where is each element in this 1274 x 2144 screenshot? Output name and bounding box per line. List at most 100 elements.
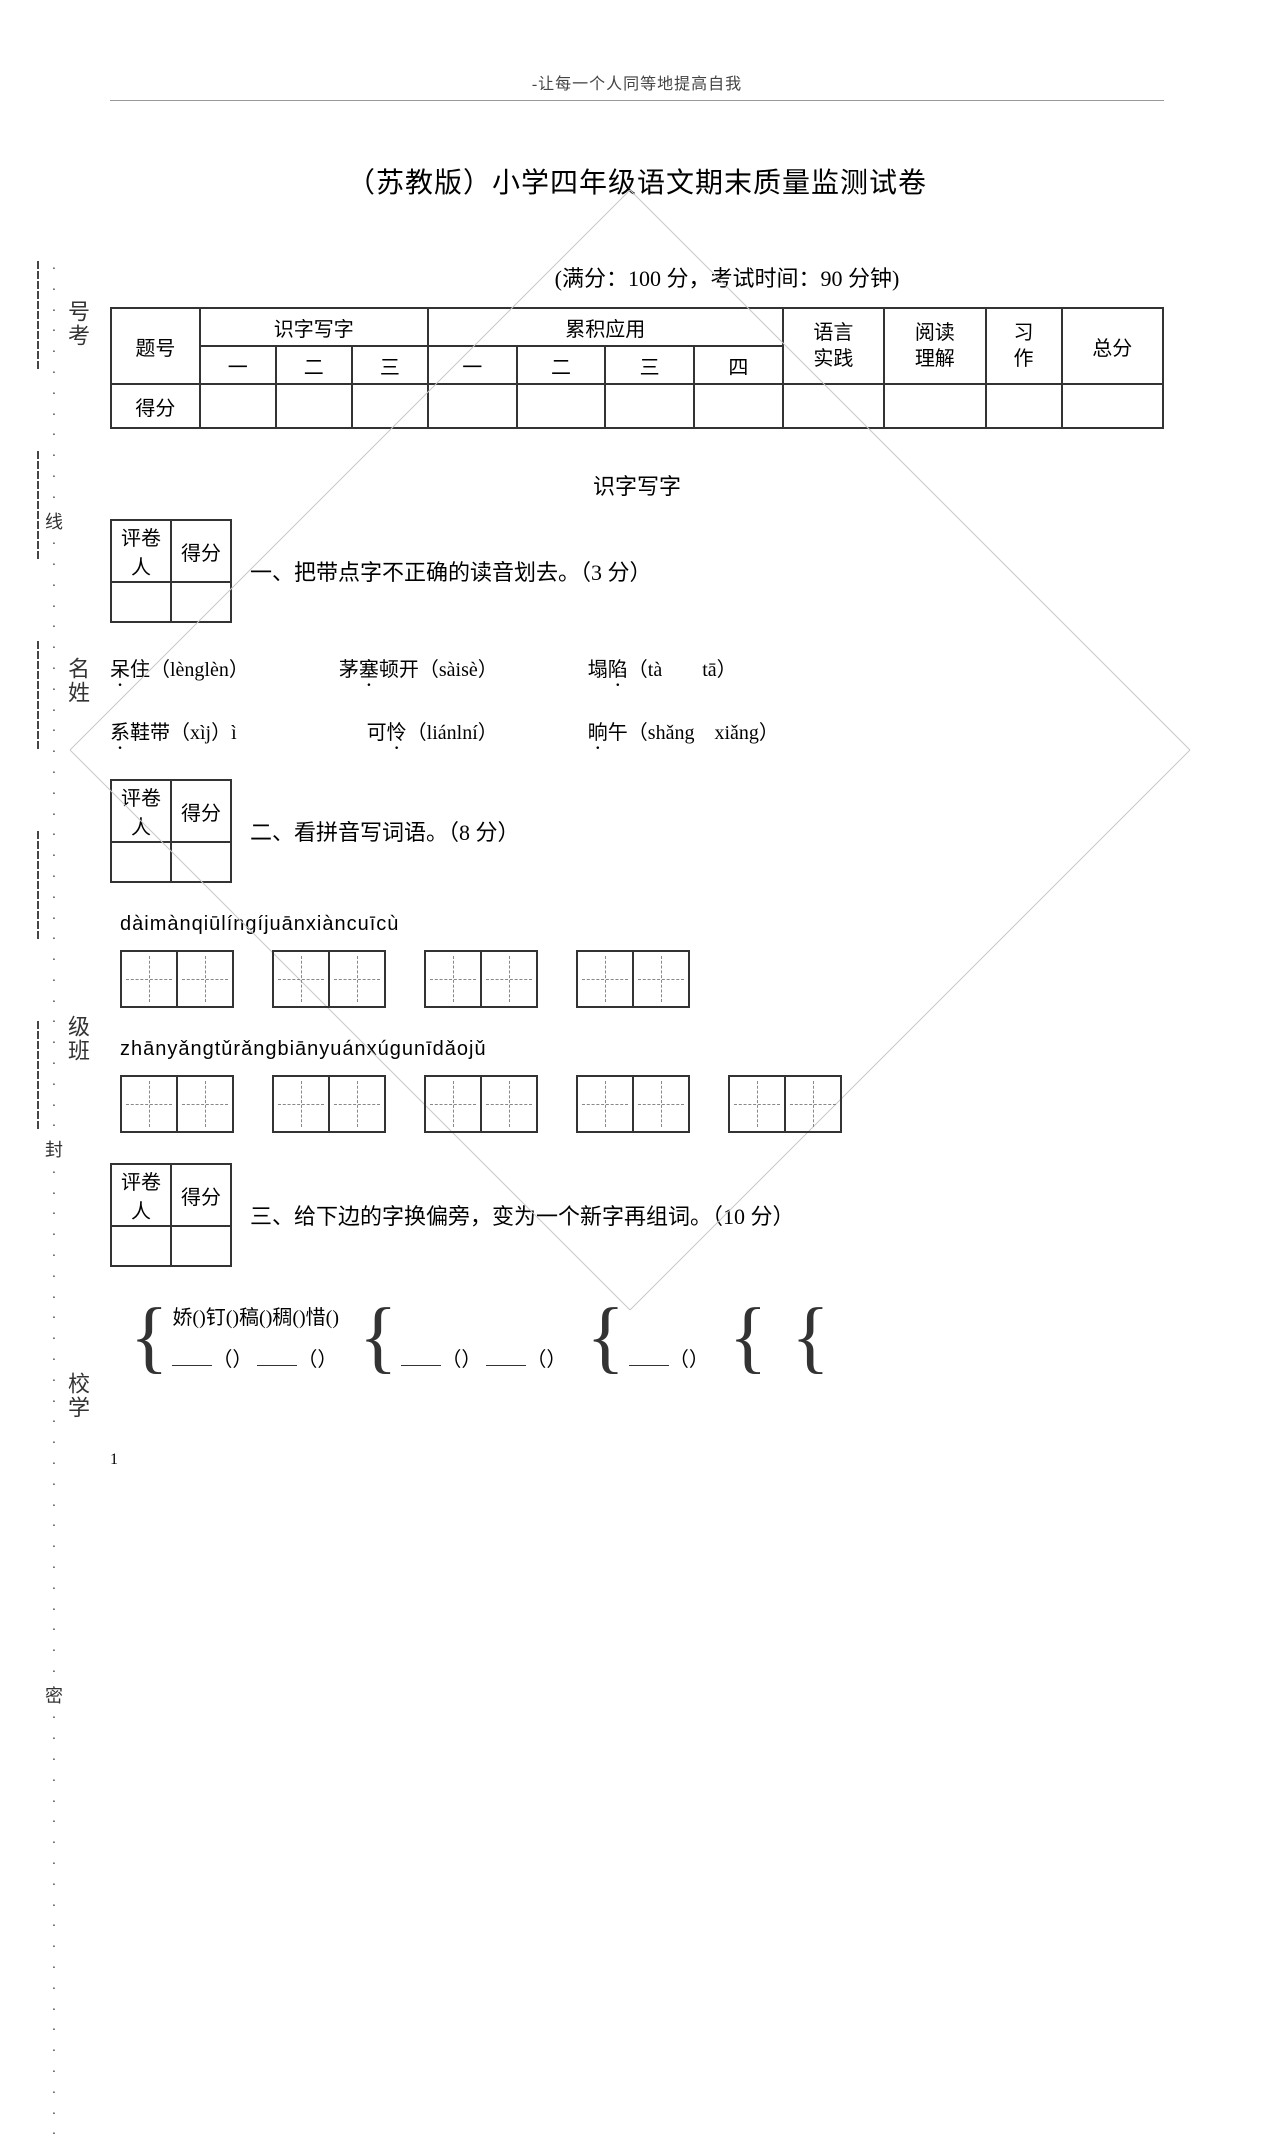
q3-text: 三、给下边的字换偏旁，变为一个新字再组词。（10 分） [250, 1199, 795, 1231]
margin-tick [37, 1021, 39, 1029]
char: 可 [367, 722, 387, 744]
char-box[interactable] [176, 1075, 234, 1133]
char-box[interactable] [328, 1075, 386, 1133]
margin-dot: · [52, 1982, 57, 1999]
grader-blank[interactable] [111, 1226, 171, 1266]
pinyin: （shǎng xiǎng） [628, 722, 779, 744]
margin-dot: · [52, 2044, 57, 2061]
score-cell[interactable] [986, 384, 1062, 428]
margin-dot: · [52, 600, 57, 617]
char-box[interactable] [424, 1075, 482, 1133]
margin-dot: · [52, 1940, 57, 1957]
char-box-group [728, 1075, 840, 1133]
margin-dot: · [52, 1582, 57, 1599]
margin-dot: · [52, 2023, 57, 2040]
margin-dot: · [52, 891, 57, 908]
grader-blank[interactable] [171, 1226, 231, 1266]
char-box[interactable] [328, 950, 386, 1008]
char-box[interactable] [784, 1075, 842, 1133]
grader-blank[interactable] [171, 582, 231, 622]
margin-tick [37, 1041, 39, 1049]
grader-score: 得分 [171, 1164, 231, 1226]
char-box[interactable] [576, 1075, 634, 1133]
q1-item-b: 茅塞顿开（sàisè） [339, 653, 498, 682]
score-cell[interactable] [428, 384, 517, 428]
margin-tick [37, 1121, 39, 1129]
char-box[interactable] [272, 950, 330, 1008]
char-box-group [424, 1075, 536, 1133]
margin-dot: · [52, 1644, 57, 1661]
brace-icon: { [586, 1297, 624, 1377]
margin-tick [37, 641, 39, 649]
margin-dot: · [52, 1519, 57, 1536]
margin-marker: 线 [45, 512, 63, 534]
margin-tick [37, 691, 39, 699]
sub-3: 三 [352, 346, 428, 384]
margin-tick [37, 841, 39, 849]
pinyin: （liánlní） [407, 722, 498, 744]
pinyin: （xìj）ì [170, 722, 237, 744]
score-cell[interactable] [352, 384, 428, 428]
score-cell[interactable] [517, 384, 606, 428]
margin-marker: 密 [45, 1686, 63, 1708]
margin-dot: · [52, 470, 57, 487]
page: -让每一个人同等地提高自我 /*ticks rendered below via… [0, 0, 1274, 1529]
margin-tick [37, 651, 39, 659]
char-box[interactable] [120, 1075, 178, 1133]
margin-tick [37, 1051, 39, 1059]
margin-dot: · [52, 1311, 57, 1328]
grader-blank[interactable] [111, 582, 171, 622]
score-cell[interactable] [1062, 384, 1163, 428]
margin-tick [37, 681, 39, 689]
margin-tick [37, 361, 39, 369]
char-box[interactable] [728, 1075, 786, 1133]
grader-blank[interactable] [171, 842, 231, 882]
margin-dot: · [52, 1353, 57, 1370]
margin-dot: · [52, 1457, 57, 1474]
margin-dot: · [52, 1291, 57, 1308]
char-box[interactable] [424, 950, 482, 1008]
margin-tick [37, 871, 39, 879]
score-cell[interactable] [694, 384, 783, 428]
margin-dot: · [52, 704, 57, 721]
score-cell[interactable] [200, 384, 276, 428]
blank-line[interactable] [172, 1346, 212, 1366]
q2-boxes-2 [120, 1075, 1164, 1133]
char-box[interactable] [480, 1075, 538, 1133]
margin-tick [37, 701, 39, 709]
q1-item-f: 晌午（shǎng xiǎng） [588, 716, 779, 745]
margin-tick [37, 291, 39, 299]
margin-tick [37, 661, 39, 669]
brace-content: （） （） [401, 1297, 566, 1381]
blank-line[interactable] [629, 1346, 669, 1366]
margin-dot: · [52, 1665, 57, 1682]
blank-line[interactable] [257, 1346, 297, 1366]
score-cell[interactable] [783, 384, 884, 428]
margin-dot: · [52, 2107, 57, 2124]
char-box[interactable] [576, 950, 634, 1008]
margin-dot: · [52, 558, 57, 575]
margin-tick [37, 1071, 39, 1079]
margin-dot: · [52, 724, 57, 741]
margin-dot: · [52, 828, 57, 845]
char-box[interactable] [272, 1075, 330, 1133]
score-cell[interactable] [276, 384, 352, 428]
score-cell[interactable] [605, 384, 694, 428]
blank-line[interactable] [486, 1346, 526, 1366]
exam-info: (满分：100 分，考试时间：90 分钟) [110, 261, 1164, 293]
char-box[interactable] [632, 950, 690, 1008]
score-cell[interactable] [884, 384, 985, 428]
grader-blank[interactable] [111, 842, 171, 882]
margin-dot: · [52, 491, 57, 508]
blank-line[interactable] [401, 1346, 441, 1366]
margin-dot: · [52, 2086, 57, 2103]
char-box[interactable] [120, 950, 178, 1008]
char-box[interactable] [480, 950, 538, 1008]
margin-dot: · [52, 1878, 57, 1895]
char: 塞 [359, 653, 379, 682]
char-box[interactable] [176, 950, 234, 1008]
margin-tick [37, 901, 39, 909]
char-box[interactable] [632, 1075, 690, 1133]
char: 陷 [608, 653, 628, 682]
margin-tick [37, 281, 39, 289]
